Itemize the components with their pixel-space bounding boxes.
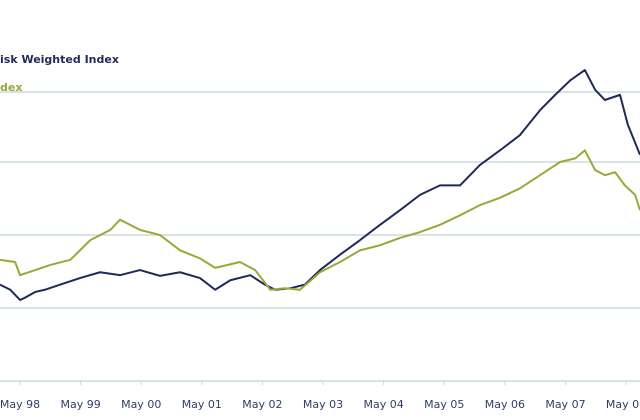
legend-label: isk Weighted Index bbox=[0, 53, 119, 66]
x-tick-label: May 99 bbox=[60, 398, 100, 411]
x-tick-label: May 01 bbox=[182, 398, 222, 411]
x-tick-label: May 00 bbox=[121, 398, 161, 411]
x-tick-label: May 98 bbox=[0, 398, 40, 411]
series-line bbox=[0, 149, 640, 291]
series-line bbox=[0, 69, 640, 301]
x-tick-label: May 06 bbox=[485, 398, 525, 411]
legend-label: dex bbox=[0, 81, 22, 94]
x-tick-label: May 08 bbox=[606, 398, 640, 411]
x-tick-label: May 02 bbox=[242, 398, 282, 411]
x-tick-label: May 03 bbox=[303, 398, 343, 411]
x-tick-label: May 07 bbox=[545, 398, 585, 411]
x-tick-label: May 04 bbox=[364, 398, 404, 411]
x-tick-label: May 05 bbox=[424, 398, 464, 411]
